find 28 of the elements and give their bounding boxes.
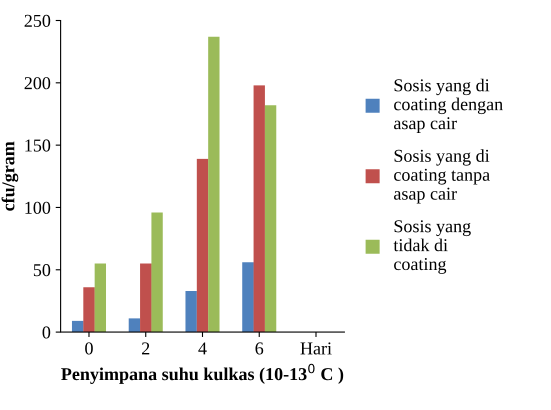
y-tick-label: 250 (24, 14, 50, 27)
bar (94, 264, 106, 332)
x-tick-label: 4 (198, 342, 207, 354)
bar (242, 262, 254, 332)
y-tick-label: 100 (25, 202, 50, 214)
bar (196, 158, 208, 332)
x-tick-label: 2 (142, 342, 150, 354)
bar (72, 320, 84, 332)
bar (264, 105, 276, 332)
x-axis-title: Penyimpana suhu kulkas (10-13$^{0}$ C ) (61, 364, 344, 384)
legend-label: Sosis yang tidak di coating (394, 220, 471, 274)
x-tick-label: 0 (85, 342, 93, 355)
y-tick-label: 0 (42, 326, 50, 339)
bar (140, 264, 152, 332)
y-tick-label: 150 (25, 139, 50, 152)
bar (185, 290, 197, 332)
bar (208, 36, 220, 332)
legend-label: Sosis yang di coating tanpa asap cair (394, 149, 490, 204)
x-tick-label: Hari (300, 342, 332, 355)
bar (151, 212, 163, 332)
legend-label: Sosis yang di coating dengan asap cair (394, 78, 503, 133)
bar (128, 318, 140, 332)
bar (83, 287, 95, 332)
y-tick-label: 50 (34, 264, 50, 276)
y-tick-label: 200 (24, 77, 50, 90)
y-axis-title: cfu/gram (2, 142, 18, 211)
x-tick-label: 6 (256, 342, 264, 355)
bar (254, 85, 265, 332)
